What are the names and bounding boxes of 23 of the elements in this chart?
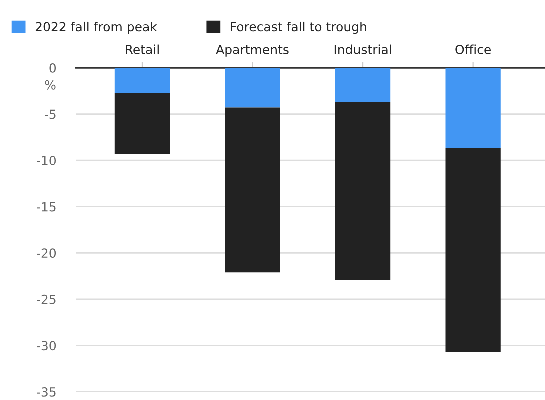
legend-label: Forecast fall to trough [231, 22, 366, 34]
y-tick-label: -20 [37, 248, 56, 258]
x-tick-label: Apartments [216, 45, 289, 57]
bar [225, 68, 280, 108]
bar [335, 102, 391, 280]
y-axis-title: % [45, 80, 56, 90]
bar [446, 68, 501, 149]
y-tick-label: -30 [37, 341, 56, 351]
y-tick-label: -10 [37, 156, 56, 166]
y-tick-label: 0 [50, 63, 56, 73]
bar [335, 68, 391, 102]
y-tick-label: -35 [37, 387, 56, 397]
bar [114, 92, 170, 154]
legend-label: 2022 fall from peak [36, 22, 158, 34]
bar [225, 108, 280, 273]
bar [114, 68, 170, 93]
y-tick-label: -15 [37, 202, 56, 212]
x-tick-label: Office [456, 44, 491, 54]
y-tick-label: -5 [45, 110, 56, 120]
x-tick-label: Industrial [334, 44, 392, 54]
y-tick-label: -25 [37, 294, 56, 304]
bar [446, 148, 501, 352]
x-tick-label: Retail [126, 44, 159, 54]
